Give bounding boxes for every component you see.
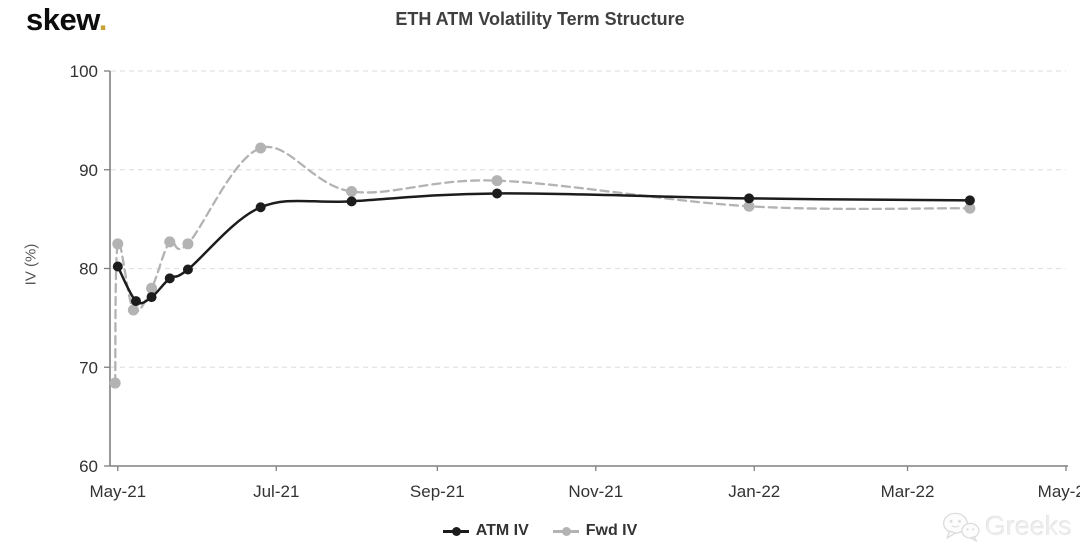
marker-ATM IV bbox=[744, 193, 755, 204]
marker-ATM IV bbox=[146, 292, 157, 303]
fwd-iv-legend-dot bbox=[561, 527, 571, 536]
x-tick-label-Sep-21: Sep-21 bbox=[410, 482, 465, 501]
skew-logo: skew. bbox=[26, 2, 107, 38]
y-tick-label-100: 100 bbox=[70, 62, 98, 81]
atm-iv-legend-dot bbox=[451, 527, 461, 536]
marker-ATM IV bbox=[130, 296, 141, 307]
x-tick-label-Mar-22: Mar-22 bbox=[881, 482, 935, 501]
marker-Fwd IV bbox=[964, 202, 976, 214]
legend-item-atm-iv[interactable]: ATM IV bbox=[442, 522, 529, 540]
skew-logo-text: skew bbox=[26, 2, 99, 37]
marker-Fwd IV bbox=[164, 236, 176, 248]
chart-title: ETH ATM Volatility Term Structure bbox=[395, 9, 685, 29]
legend: ATM IV Fwd IV bbox=[0, 522, 1080, 540]
legend-label-fwd-iv: Fwd IV bbox=[585, 522, 638, 539]
x-tick-label-Nov-21: Nov-21 bbox=[568, 482, 623, 501]
marker-Fwd IV bbox=[255, 142, 267, 154]
x-tick-label-Jul-21: Jul-21 bbox=[253, 482, 299, 501]
atm-iv-line-marker-icon bbox=[442, 526, 469, 536]
marker-Fwd IV bbox=[743, 200, 755, 212]
series-line-Fwd IV bbox=[114, 145, 972, 385]
marker-ATM IV bbox=[492, 188, 503, 199]
y-tick-label-60: 60 bbox=[79, 457, 98, 476]
marker-Fwd IV bbox=[346, 185, 358, 197]
x-tick-label-May-21: May-21 bbox=[89, 482, 146, 501]
x-tick-label-Jan-22: Jan-22 bbox=[728, 482, 780, 501]
legend-item-fwd-iv[interactable]: Fwd IV bbox=[552, 522, 638, 540]
marker-ATM IV bbox=[164, 273, 175, 284]
marker-Fwd IV bbox=[146, 282, 158, 294]
y-tick-label-80: 80 bbox=[79, 260, 98, 279]
marker-ATM IV bbox=[182, 264, 193, 275]
y-tick-label-90: 90 bbox=[79, 161, 98, 180]
marker-Fwd IV bbox=[491, 175, 503, 187]
y-tick-label-70: 70 bbox=[79, 358, 98, 377]
marker-ATM IV bbox=[255, 202, 266, 213]
marker-Fwd IV bbox=[182, 238, 194, 250]
legend-label-atm-iv: ATM IV bbox=[475, 522, 529, 539]
marker-ATM IV bbox=[346, 196, 357, 207]
marker-Fwd IV bbox=[112, 238, 124, 250]
marker-ATM IV bbox=[112, 261, 123, 272]
fwd-iv-line-marker-icon bbox=[552, 526, 579, 536]
skew-logo-dot-icon: . bbox=[98, 2, 108, 37]
marker-Fwd IV bbox=[109, 377, 121, 389]
x-tick-label-May-22: May-22 bbox=[1038, 482, 1080, 501]
marker-ATM IV bbox=[964, 195, 975, 206]
marker-Fwd IV bbox=[127, 304, 139, 316]
